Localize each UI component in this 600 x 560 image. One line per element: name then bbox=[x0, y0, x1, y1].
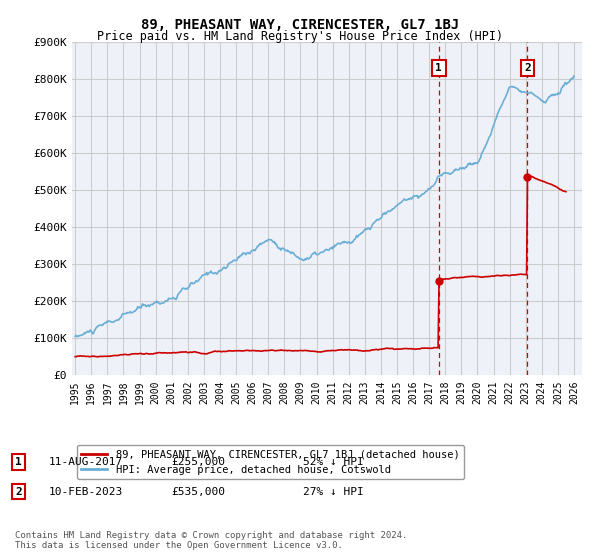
Text: 1: 1 bbox=[436, 63, 442, 73]
Text: £535,000: £535,000 bbox=[171, 487, 225, 497]
Text: 52% ↓ HPI: 52% ↓ HPI bbox=[303, 457, 364, 467]
Text: 11-AUG-2017: 11-AUG-2017 bbox=[49, 457, 124, 467]
Text: 1: 1 bbox=[15, 457, 22, 467]
Text: 2: 2 bbox=[15, 487, 22, 497]
Text: 89, PHEASANT WAY, CIRENCESTER, GL7 1BJ: 89, PHEASANT WAY, CIRENCESTER, GL7 1BJ bbox=[141, 18, 459, 32]
Text: Price paid vs. HM Land Registry's House Price Index (HPI): Price paid vs. HM Land Registry's House … bbox=[97, 30, 503, 43]
Text: 27% ↓ HPI: 27% ↓ HPI bbox=[303, 487, 364, 497]
Text: 10-FEB-2023: 10-FEB-2023 bbox=[49, 487, 124, 497]
Text: £255,000: £255,000 bbox=[171, 457, 225, 467]
Text: 2: 2 bbox=[524, 63, 530, 73]
Legend: 89, PHEASANT WAY, CIRENCESTER, GL7 1BJ (detached house), HPI: Average price, det: 89, PHEASANT WAY, CIRENCESTER, GL7 1BJ (… bbox=[77, 445, 464, 479]
Text: Contains HM Land Registry data © Crown copyright and database right 2024.
This d: Contains HM Land Registry data © Crown c… bbox=[15, 530, 407, 550]
